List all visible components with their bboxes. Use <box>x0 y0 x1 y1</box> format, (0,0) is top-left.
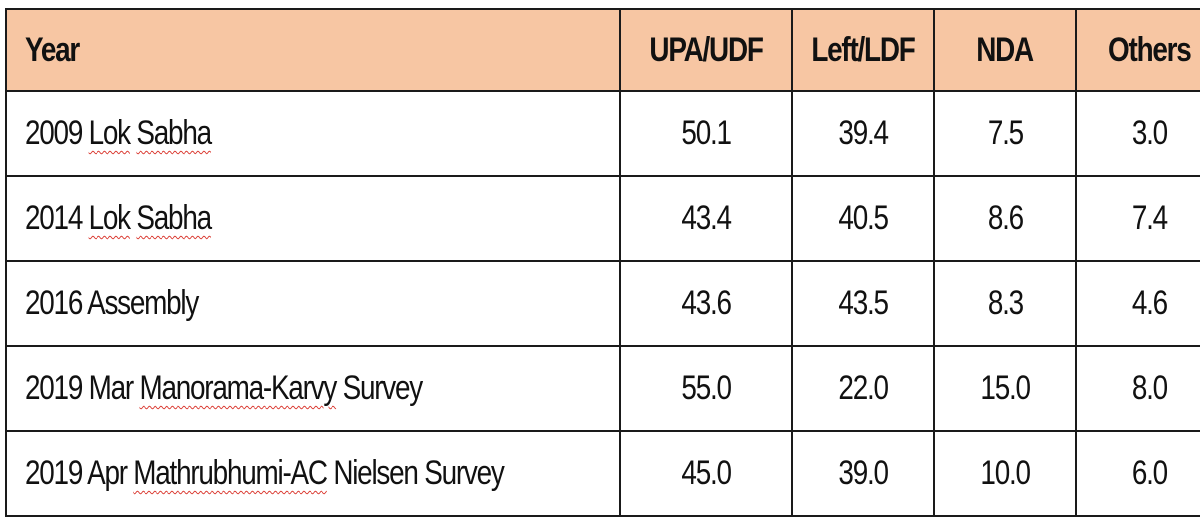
cell-value: 10.0 <box>980 454 1031 492</box>
spellcheck-flagged-word: Sabha <box>136 199 212 237</box>
cell-year: 2009 Lok Sabha <box>5 90 621 177</box>
cell-left-ldf: 43.5 <box>791 260 935 347</box>
cell-nda: 8.3 <box>933 260 1077 347</box>
cell-value: 8.0 <box>1131 369 1167 407</box>
table-row: 2009 Lok Sabha 50.1 39.4 7.5 3.0 <box>5 90 1200 177</box>
cell-value: 7.5 <box>987 114 1023 152</box>
header-upa-udf: UPA/UDF <box>619 8 793 92</box>
header-left-ldf: Left/LDF <box>791 8 935 92</box>
cell-value: 40.5 <box>838 199 889 237</box>
cell-value: 43.5 <box>838 284 889 322</box>
year-text: 2016 Assembly <box>25 284 199 322</box>
table-row: 2019 Mar Manorama-Karvy Survey 55.0 22.0 15… <box>5 345 1200 432</box>
table-row: 2019 Apr Mathrubhumi-AC Nielsen Survey 45… <box>5 430 1200 517</box>
year-label: 2016 Assembly <box>25 284 199 323</box>
cell-value: 39.0 <box>838 454 889 492</box>
cell-nda: 15.0 <box>933 345 1077 432</box>
cell-others: 6.0 <box>1075 430 1200 517</box>
header-year: Year <box>5 8 621 92</box>
cell-upa-udf: 43.4 <box>619 175 793 262</box>
header-nda: NDA <box>933 8 1077 92</box>
year-label: 2019 Apr Mathrubhumi-AC Nielsen Survey <box>25 454 505 493</box>
cell-upa-udf: 45.0 <box>619 430 793 517</box>
cell-value: 6.0 <box>1131 454 1167 492</box>
table-header: Year UPA/UDF Left/LDF NDA Others <box>5 8 1200 92</box>
spellcheck-flagged-word: Mathrubhumi-AC <box>133 454 328 492</box>
cell-value: 43.4 <box>681 199 732 237</box>
cell-value: 39.4 <box>838 114 889 152</box>
cell-value: 7.4 <box>1131 199 1167 237</box>
cell-value: 15.0 <box>980 369 1031 407</box>
cell-upa-udf: 55.0 <box>619 345 793 432</box>
table-row: 2014 Lok Sabha 43.4 40.5 8.6 7.4 <box>5 175 1200 262</box>
cell-year: 2019 Mar Manorama-Karvy Survey <box>5 345 621 432</box>
cell-value: 43.6 <box>681 284 732 322</box>
cell-value: 45.0 <box>681 454 732 492</box>
cell-year: 2014 Lok Sabha <box>5 175 621 262</box>
cell-nda: 8.6 <box>933 175 1077 262</box>
spellcheck-flagged-word: Lok <box>88 199 132 237</box>
cell-nda: 10.0 <box>933 430 1077 517</box>
cell-left-ldf: 39.0 <box>791 430 935 517</box>
cell-left-ldf: 40.5 <box>791 175 935 262</box>
cell-value: 55.0 <box>681 369 732 407</box>
spellcheck-flagged-word: Lok <box>88 114 132 152</box>
spellcheck-flagged-word: Sabha <box>136 114 212 152</box>
year-text: Nielsen Survey <box>326 454 505 492</box>
table-body: 2009 Lok Sabha 50.1 39.4 7.5 3.0 2014 Lok Sab… <box>5 90 1200 517</box>
cell-year: 2016 Assembly <box>5 260 621 347</box>
data-table-container: Year UPA/UDF Left/LDF NDA Others 2009 Lo… <box>5 8 1200 517</box>
cell-others: 4.6 <box>1075 260 1200 347</box>
spellcheck-flagged-word: Manorama-Karvy <box>139 369 337 407</box>
cell-upa-udf: 50.1 <box>619 90 793 177</box>
year-text: 2014 <box>25 199 89 237</box>
vote-share-table: Year UPA/UDF Left/LDF NDA Others 2009 Lo… <box>5 8 1200 517</box>
header-row: Year UPA/UDF Left/LDF NDA Others <box>5 8 1200 92</box>
year-label: 2019 Mar Manorama-Karvy Survey <box>25 369 424 408</box>
cell-left-ldf: 22.0 <box>791 345 935 432</box>
year-text: Survey <box>336 369 424 407</box>
cell-value: 8.3 <box>987 284 1023 322</box>
cell-left-ldf: 39.4 <box>791 90 935 177</box>
cell-others: 7.4 <box>1075 175 1200 262</box>
cell-value: 3.0 <box>1131 114 1167 152</box>
year-label: 2009 Lok Sabha <box>25 114 212 153</box>
year-label: 2014 Lok Sabha <box>25 199 212 238</box>
year-text: 2019 Apr <box>25 454 134 492</box>
cell-value: 50.1 <box>681 114 732 152</box>
header-others: Others <box>1075 8 1200 92</box>
cell-value: 4.6 <box>1131 284 1167 322</box>
cell-year: 2019 Apr Mathrubhumi-AC Nielsen Survey <box>5 430 621 517</box>
year-text: 2009 <box>25 114 89 152</box>
table-row: 2016 Assembly 43.6 43.5 8.3 4.6 <box>5 260 1200 347</box>
year-text: 2019 Mar <box>25 369 140 407</box>
cell-others: 3.0 <box>1075 90 1200 177</box>
cell-value: 22.0 <box>838 369 889 407</box>
cell-value: 8.6 <box>987 199 1023 237</box>
cell-nda: 7.5 <box>933 90 1077 177</box>
cell-others: 8.0 <box>1075 345 1200 432</box>
cell-upa-udf: 43.6 <box>619 260 793 347</box>
